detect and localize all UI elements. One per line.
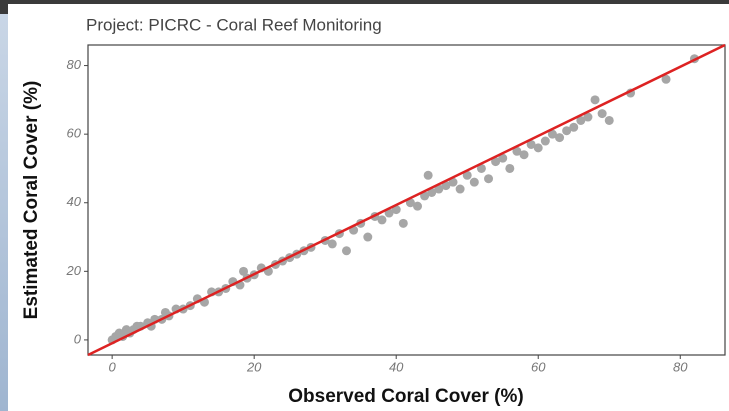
point <box>569 122 579 132</box>
point <box>491 157 501 167</box>
x-tick-label: 80 <box>673 359 688 374</box>
point <box>462 170 472 180</box>
point <box>341 246 351 256</box>
x-tick-label: 0 <box>109 359 117 374</box>
point <box>583 112 593 122</box>
y-tick-label: 20 <box>66 263 82 278</box>
point <box>562 126 572 136</box>
plot-frame <box>87 44 726 356</box>
point <box>555 133 565 143</box>
chart-title: Project: PICRC - Coral Reef Monitoring <box>86 15 382 34</box>
y-tick-label: 40 <box>67 194 82 209</box>
point <box>377 215 387 225</box>
point <box>434 184 444 194</box>
point <box>476 163 486 173</box>
y-tick-label: 0 <box>74 331 82 346</box>
y-tick-label: 60 <box>67 126 82 141</box>
point <box>423 170 433 180</box>
point <box>484 174 494 184</box>
point <box>413 201 423 211</box>
point <box>519 150 529 160</box>
point <box>526 139 536 149</box>
y-axis-label: Estimated Coral Cover (%) <box>21 81 42 320</box>
y-tick-label: 80 <box>67 57 82 72</box>
point <box>327 239 337 249</box>
x-tick-label: 20 <box>246 359 262 374</box>
point <box>576 115 586 125</box>
point <box>469 177 479 187</box>
point <box>448 177 458 187</box>
x-tick-label: 40 <box>389 359 404 374</box>
point <box>239 266 249 276</box>
point <box>604 115 614 125</box>
point <box>505 163 515 173</box>
point <box>455 184 465 194</box>
x-axis-label: Observed Coral Cover (%) <box>288 386 523 407</box>
point <box>498 153 508 163</box>
point <box>512 146 522 156</box>
fit-line <box>87 43 726 357</box>
point <box>661 74 671 84</box>
point <box>590 95 600 105</box>
point <box>597 109 607 119</box>
panel <box>8 4 729 411</box>
point <box>441 181 451 191</box>
point <box>398 218 408 228</box>
point <box>363 232 373 242</box>
x-tick-label: 60 <box>531 359 546 374</box>
point <box>547 129 557 139</box>
point <box>540 136 550 146</box>
point <box>533 143 543 153</box>
